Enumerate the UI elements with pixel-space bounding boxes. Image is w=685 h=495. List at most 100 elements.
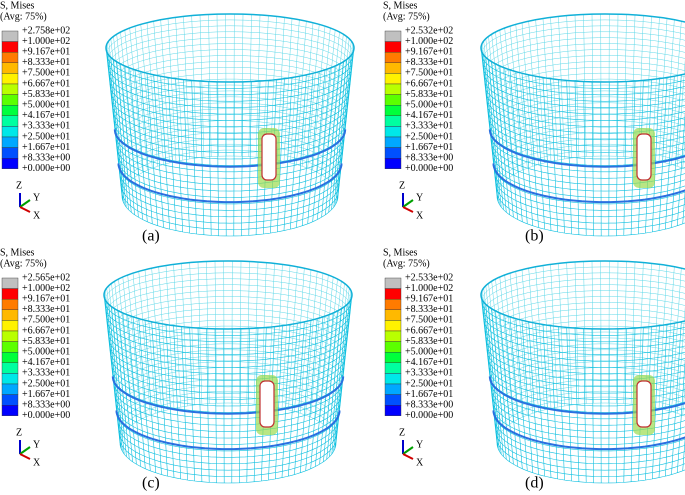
legend-swatch: [384, 73, 402, 85]
legend-swatch: [1, 104, 19, 116]
legend-swatch: [384, 330, 402, 342]
legend-label: +3.333e+01: [405, 368, 453, 379]
legend-swatch: [1, 320, 19, 332]
legend-swatch: [384, 126, 402, 138]
rim: [105, 13, 355, 83]
axis-x: [402, 453, 414, 460]
legend-swatch: [1, 309, 19, 321]
stiffener-ring: [488, 376, 685, 415]
legend-label: +1.667e+01: [22, 142, 70, 153]
legend-swatch: [384, 115, 402, 127]
legend-swatch: [384, 394, 402, 406]
legend-swatch: [384, 373, 402, 385]
legend-label: +0.000e+00: [22, 163, 70, 174]
legend-label: +2.500e+01: [22, 378, 70, 389]
legend-label: +1.000e+02: [405, 36, 453, 47]
legend-swatch: [1, 30, 19, 42]
legend-label: +4.167e+01: [405, 110, 453, 121]
axis-y: [402, 199, 414, 208]
axis-label: X: [416, 457, 424, 468]
caption: (a): [142, 228, 160, 245]
legend-label: +4.167e+01: [22, 110, 70, 121]
legend-swatch: [1, 341, 19, 353]
legend-label: +4.167e+01: [22, 357, 70, 368]
axis-y: [402, 446, 414, 455]
legend-subtitle: (Avg: 75%): [0, 11, 47, 22]
legend-label: +5.833e+01: [22, 89, 70, 100]
legend-label: +3.333e+01: [405, 121, 453, 132]
stiffener-ring: [111, 376, 345, 415]
legend-swatch: [1, 330, 19, 342]
legend-swatch: [384, 341, 402, 353]
legend-label: +4.167e+01: [405, 357, 453, 368]
axis-label: Y: [33, 439, 40, 450]
legend-label: +1.667e+01: [405, 142, 453, 153]
legend-swatch: [384, 62, 402, 74]
legend-swatch: [1, 136, 19, 148]
legend-swatch: [1, 288, 19, 300]
caption: (d): [525, 475, 544, 492]
mesh-front: [103, 294, 353, 484]
axis-x: [19, 453, 31, 460]
axis-label: X: [416, 210, 424, 221]
panel: S, Mises(Avg: 75%) +2.758e+02+1.000e+02+9…: [0, 0, 355, 245]
legend-title: S, Mises: [0, 247, 35, 258]
legend-swatch: [384, 277, 402, 289]
legend-label: +2.500e+01: [22, 131, 70, 142]
legend-swatch: [1, 94, 19, 106]
legend-label: +3.333e+01: [22, 121, 70, 132]
legend-label: +5.000e+01: [22, 346, 70, 357]
panel: S, Mises(Avg: 75%) +2.533e+02+1.000e+02+9…: [383, 247, 685, 492]
rim: [103, 260, 353, 330]
legend-label: +8.333e+00: [22, 399, 70, 410]
axis-x: [19, 206, 31, 213]
rim: [480, 260, 685, 330]
legend-swatch: [384, 288, 402, 300]
legend-label: +5.833e+01: [22, 336, 70, 347]
legend-label: +0.000e+00: [22, 410, 70, 421]
legend-swatch: [384, 362, 402, 374]
legend-swatch: [384, 52, 402, 64]
legend-label: +8.333e+01: [405, 57, 453, 68]
opening: [636, 380, 652, 428]
legend-label: +5.000e+01: [22, 99, 70, 110]
caption: (c): [142, 475, 160, 492]
opening: [636, 133, 652, 181]
axis-label: Z: [16, 427, 22, 438]
legend-swatch: [384, 299, 402, 311]
stiffener-ring: [492, 163, 685, 204]
axis-label: X: [33, 457, 41, 468]
axis-label: X: [33, 210, 41, 221]
legend-label: +3.333e+01: [22, 368, 70, 379]
legend-swatch: [384, 41, 402, 53]
legend-label: +2.533e+02: [405, 272, 453, 283]
legend-label: +2.758e+02: [22, 25, 70, 36]
rim: [480, 13, 685, 83]
axis-label: Z: [399, 427, 405, 438]
legend-label: +2.500e+01: [405, 378, 453, 389]
legend-swatch: [1, 73, 19, 85]
panel: S, Mises(Avg: 75%) +2.565e+02+1.000e+02+9…: [0, 247, 353, 492]
legend-swatch: [384, 104, 402, 116]
legend-label: +9.167e+01: [22, 293, 70, 304]
axis-y: [19, 446, 31, 455]
legend-swatch: [1, 351, 19, 363]
legend-swatch: [1, 277, 19, 289]
axis-label: Y: [416, 439, 423, 450]
legend-subtitle: (Avg: 75%): [383, 11, 430, 22]
legend-label: +8.333e+01: [22, 57, 70, 68]
legend-swatch: [1, 115, 19, 127]
legend-swatch: [1, 362, 19, 374]
legend-swatch: [1, 394, 19, 406]
stiffener-ring: [488, 129, 685, 168]
legend-swatch: [384, 309, 402, 321]
legend-swatch: [1, 157, 19, 169]
legend-label: +6.667e+01: [405, 325, 453, 336]
axis-label: Z: [16, 180, 22, 191]
legend-swatch: [1, 383, 19, 395]
legend-label: +0.000e+00: [405, 163, 453, 174]
legend-label: +2.532e+02: [405, 25, 453, 36]
caption: (b): [525, 228, 544, 245]
legend-swatch: [1, 41, 19, 53]
